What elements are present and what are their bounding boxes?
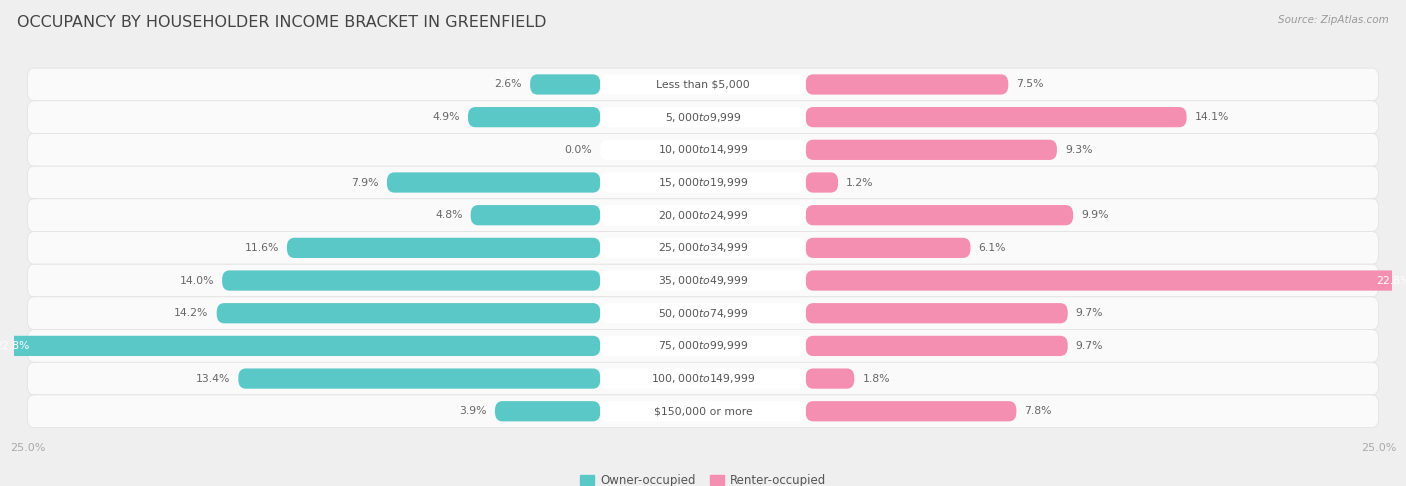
Text: 7.9%: 7.9% [352, 177, 378, 188]
FancyBboxPatch shape [222, 270, 600, 291]
Text: 14.2%: 14.2% [174, 308, 208, 318]
Text: $75,000 to $99,999: $75,000 to $99,999 [658, 339, 748, 352]
FancyBboxPatch shape [28, 68, 1378, 101]
FancyBboxPatch shape [600, 270, 806, 291]
Text: 4.9%: 4.9% [432, 112, 460, 122]
FancyBboxPatch shape [28, 330, 1378, 362]
FancyBboxPatch shape [806, 303, 1067, 323]
FancyBboxPatch shape [28, 264, 1378, 297]
Text: 14.1%: 14.1% [1195, 112, 1229, 122]
FancyBboxPatch shape [217, 303, 600, 323]
Text: 4.8%: 4.8% [434, 210, 463, 220]
FancyBboxPatch shape [600, 205, 806, 226]
FancyBboxPatch shape [806, 401, 1017, 421]
FancyBboxPatch shape [28, 362, 1378, 395]
Text: 14.0%: 14.0% [180, 276, 214, 286]
FancyBboxPatch shape [530, 74, 600, 95]
Text: 22.8%: 22.8% [1376, 276, 1406, 286]
FancyBboxPatch shape [468, 107, 600, 127]
Text: 9.3%: 9.3% [1064, 145, 1092, 155]
FancyBboxPatch shape [287, 238, 600, 258]
FancyBboxPatch shape [28, 231, 1378, 264]
FancyBboxPatch shape [806, 336, 1067, 356]
FancyBboxPatch shape [806, 173, 838, 192]
FancyBboxPatch shape [600, 139, 806, 160]
Text: 11.6%: 11.6% [245, 243, 278, 253]
Text: 22.8%: 22.8% [0, 341, 30, 351]
Text: $100,000 to $149,999: $100,000 to $149,999 [651, 372, 755, 385]
Text: 13.4%: 13.4% [195, 374, 231, 383]
Text: 9.9%: 9.9% [1081, 210, 1109, 220]
FancyBboxPatch shape [600, 74, 806, 95]
Text: $150,000 or more: $150,000 or more [654, 406, 752, 416]
Legend: Owner-occupied, Renter-occupied: Owner-occupied, Renter-occupied [575, 469, 831, 486]
FancyBboxPatch shape [806, 368, 855, 389]
Text: $25,000 to $34,999: $25,000 to $34,999 [658, 242, 748, 254]
FancyBboxPatch shape [806, 238, 970, 258]
Text: $15,000 to $19,999: $15,000 to $19,999 [658, 176, 748, 189]
FancyBboxPatch shape [471, 205, 600, 226]
Text: 1.8%: 1.8% [862, 374, 890, 383]
Text: 1.2%: 1.2% [846, 177, 873, 188]
FancyBboxPatch shape [806, 270, 1406, 291]
FancyBboxPatch shape [28, 199, 1378, 231]
Text: Less than $5,000: Less than $5,000 [657, 80, 749, 89]
FancyBboxPatch shape [600, 107, 806, 127]
FancyBboxPatch shape [600, 368, 806, 389]
Text: $20,000 to $24,999: $20,000 to $24,999 [658, 208, 748, 222]
FancyBboxPatch shape [806, 74, 1008, 95]
FancyBboxPatch shape [28, 395, 1378, 428]
FancyBboxPatch shape [806, 139, 1057, 160]
Text: $10,000 to $14,999: $10,000 to $14,999 [658, 143, 748, 156]
FancyBboxPatch shape [28, 134, 1378, 166]
FancyBboxPatch shape [806, 205, 1073, 226]
Text: 7.5%: 7.5% [1017, 80, 1043, 89]
FancyBboxPatch shape [387, 173, 600, 192]
FancyBboxPatch shape [600, 173, 806, 192]
FancyBboxPatch shape [0, 336, 600, 356]
FancyBboxPatch shape [600, 401, 806, 421]
FancyBboxPatch shape [28, 101, 1378, 134]
FancyBboxPatch shape [28, 297, 1378, 330]
Text: 2.6%: 2.6% [495, 80, 522, 89]
Text: 3.9%: 3.9% [460, 406, 486, 416]
FancyBboxPatch shape [495, 401, 600, 421]
FancyBboxPatch shape [806, 107, 1187, 127]
Text: OCCUPANCY BY HOUSEHOLDER INCOME BRACKET IN GREENFIELD: OCCUPANCY BY HOUSEHOLDER INCOME BRACKET … [17, 15, 547, 30]
Text: 6.1%: 6.1% [979, 243, 1007, 253]
Text: 0.0%: 0.0% [564, 145, 592, 155]
FancyBboxPatch shape [600, 303, 806, 323]
Text: Source: ZipAtlas.com: Source: ZipAtlas.com [1278, 15, 1389, 25]
FancyBboxPatch shape [238, 368, 600, 389]
Text: 7.8%: 7.8% [1025, 406, 1052, 416]
FancyBboxPatch shape [28, 166, 1378, 199]
Text: $5,000 to $9,999: $5,000 to $9,999 [665, 111, 741, 123]
Text: 9.7%: 9.7% [1076, 308, 1104, 318]
Text: $35,000 to $49,999: $35,000 to $49,999 [658, 274, 748, 287]
FancyBboxPatch shape [600, 238, 806, 258]
Text: 9.7%: 9.7% [1076, 341, 1104, 351]
Text: $50,000 to $74,999: $50,000 to $74,999 [658, 307, 748, 320]
FancyBboxPatch shape [600, 336, 806, 356]
